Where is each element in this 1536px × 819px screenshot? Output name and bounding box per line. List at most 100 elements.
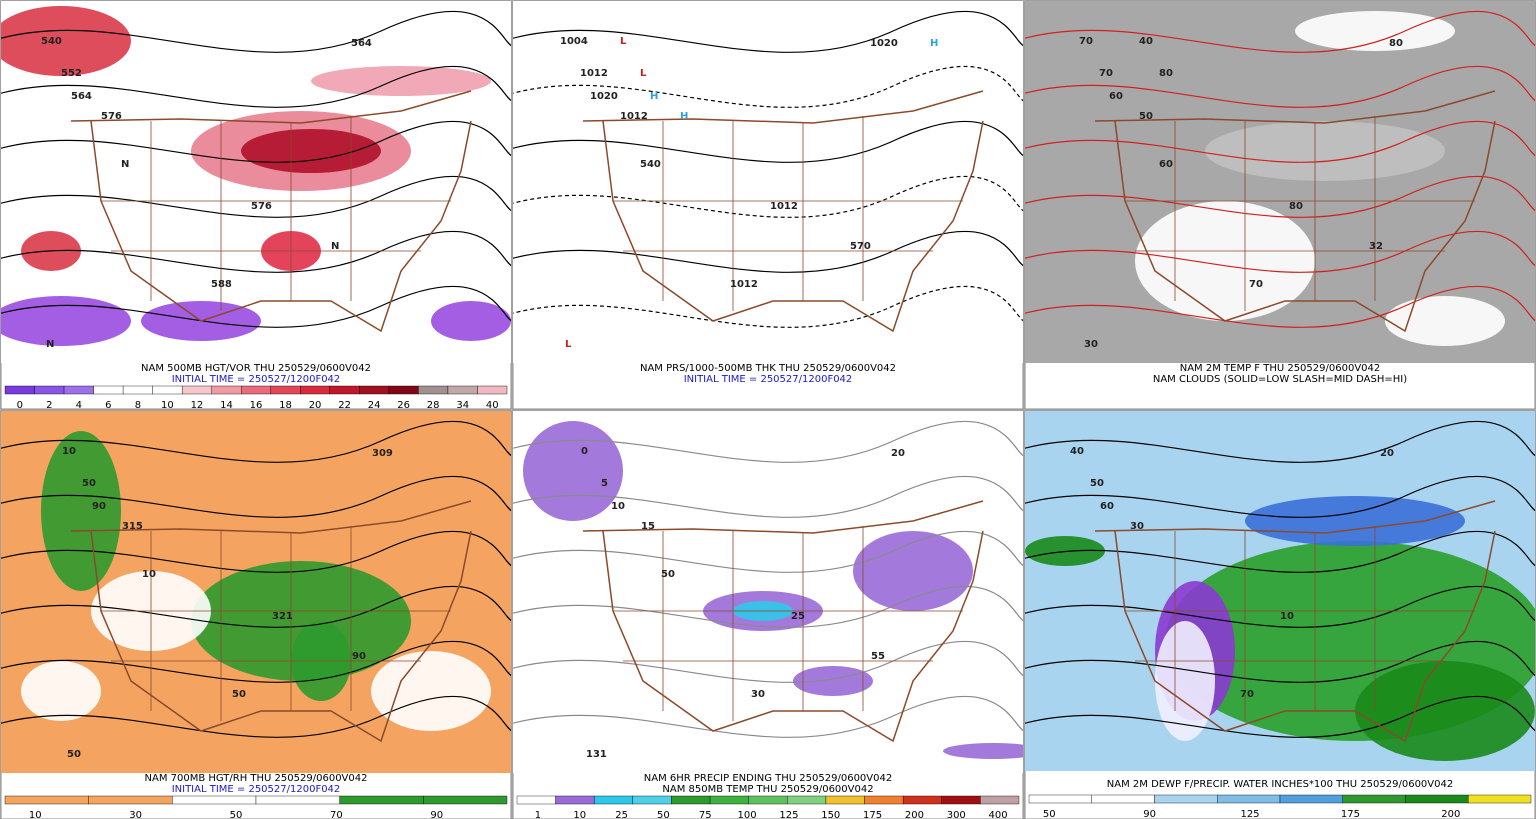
contour [1,530,511,573]
colorbar-label: 25 [615,810,628,819]
colorbar-box [88,795,173,805]
map-label: 10 [62,446,76,457]
contour [513,285,1023,328]
map-label: 540 [640,159,661,170]
map-label: 80 [1389,38,1403,49]
shaded-region [431,301,511,341]
map-label: N [331,241,339,252]
colorbar-box [787,795,827,805]
colorbar-label: 90 [1143,809,1156,819]
colorbar-label: 24 [368,400,381,411]
caption: NAM CLOUDS (SOLID=LOW SLASH=MID DASH=HI) [1153,374,1407,385]
colorbar-box [241,385,271,395]
colorbar-box [359,385,390,395]
colorbar-label: 26 [397,400,410,411]
colorbar-label: 20 [309,400,322,411]
colorbar-label: 16 [250,400,263,411]
shaded-region [21,661,101,721]
colorbar-box [555,795,595,805]
map-label: 1020 [870,38,898,49]
shaded-region [241,129,381,173]
contour [1,285,511,328]
colorbar-label: 10 [29,810,42,819]
contour [1025,475,1535,518]
caption: NAM PRS/1000-500MB THK THU 250529/0600V0… [640,363,896,374]
contour [1025,585,1535,628]
contour [513,585,1023,628]
map-label: 552 [61,68,82,79]
shaded-region [1355,661,1535,761]
contour [1,420,511,463]
map-label: H [680,111,688,122]
colorbar-label: 6 [105,400,111,411]
colorbar-box [1091,794,1155,804]
contour [1,695,511,738]
caption: NAM 6HR PRECIP ENDING THU 250529/0600V04… [644,773,892,784]
colorbar-label: 70 [330,810,343,819]
colorbar-label: 30 [129,810,142,819]
map-label: 1012 [730,279,758,290]
contour [1,640,511,683]
map-label: 50 [1139,111,1153,122]
colorbar-label: 28 [427,400,440,411]
colorbar-box [339,795,424,805]
map-background [513,1,1023,363]
colorbar-box [4,795,89,805]
map-label: L [620,36,627,47]
colorbar-box [1154,794,1218,804]
colorbar-label: 50 [230,810,243,819]
shaded-region [1295,11,1455,51]
contour [1025,65,1535,108]
map-label: 90 [352,651,366,662]
coastline [90,120,472,333]
coastline [602,530,984,743]
map-label: 40 [1139,36,1153,47]
contour [513,420,1023,463]
contour [1025,695,1535,738]
colorbar-label: 34 [456,400,469,411]
contour [513,230,1023,273]
map-label: 40 [1070,446,1084,457]
colorbar-label: 10 [161,400,174,411]
map-label: 55 [871,651,885,662]
map-label: 10 [611,501,625,512]
shaded-region [793,666,873,696]
colorbar-box [93,385,124,395]
map-label: 20 [1380,448,1394,459]
contour [1,230,511,273]
map-label: 32 [1369,241,1383,252]
colorbar-box [1217,794,1281,804]
country-border [70,500,472,534]
contour [1025,175,1535,218]
colorbar-label: 90 [430,810,443,819]
colorbar-box [1279,794,1343,804]
map-label: 0 [581,446,588,457]
colorbar-box [388,385,419,395]
map-label: 570 [850,241,871,252]
map-label: 20 [891,448,905,459]
panel: 10 50 90 315 309 321 50 10 90 50 NAM 700MB HGT/RH … [0,410,512,819]
map-label: 60 [1100,501,1114,512]
contour [1025,230,1535,273]
map-label: 309 [372,448,393,459]
country-border [1094,500,1496,534]
contour [1025,640,1535,683]
panel: 0 5 10 15 20 25 30 50 55 131 NAM 6HR PRECIP ENDING… [512,410,1024,819]
map-label: 50 [232,689,246,700]
panel: 1004101210201012102010121012540570LLLHHH… [512,0,1024,410]
colorbar-label: 175 [1341,809,1360,819]
colorbar-label: 1 [535,810,541,819]
contour [513,475,1023,518]
contour [1025,285,1535,328]
map: 10 50 90 315 309 321 50 10 90 50 [1,411,511,773]
colorbar-label: 50 [657,810,670,819]
colorbar-label: 14 [220,400,233,411]
colorbar-box [4,385,35,395]
colorbar-box [902,795,942,805]
map-label: 1004 [560,36,588,47]
caption: INITIAL TIME = 250527/1200F042 [172,374,341,385]
map-label: 70 [1249,279,1263,290]
caption: NAM 500MB HGT/VOR THU 250529/0600V042 [141,363,371,374]
